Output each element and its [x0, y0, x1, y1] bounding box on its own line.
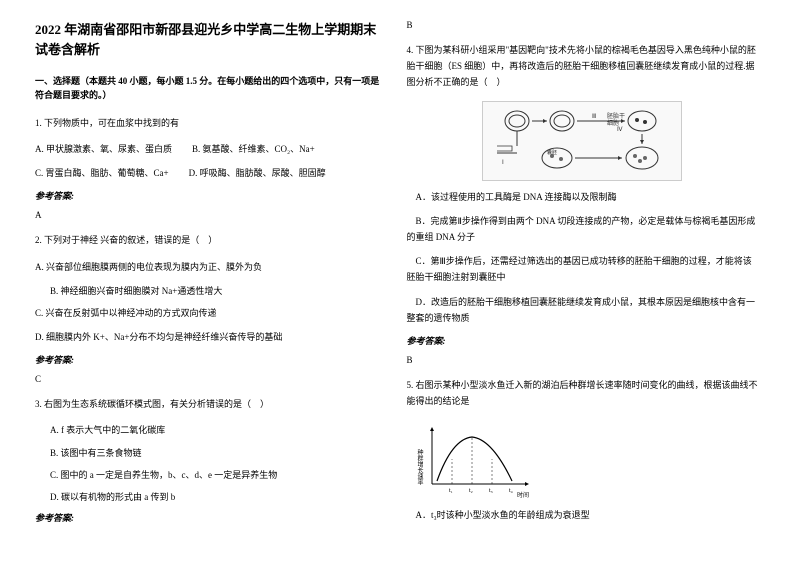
q1-option-a: A. 甲状腺激素、氧、尿素、蛋白质: [35, 141, 172, 157]
q1-option-c: C. 胃蛋白酶、脂肪、葡萄糖、Ca+: [35, 165, 169, 181]
exam-title: 2022 年湖南省邵阳市新邵县迎光乡中学高二生物上学期期末试卷含解析: [35, 20, 387, 59]
question-5: 5. 右图示某种小型淡水鱼迁入新的湖泊后种群增长速率随时间变化的曲线，根据该曲线…: [407, 377, 759, 409]
q4-option-a: A．该过程使用的工具酶是 DNA 连接酶以及限制酶: [407, 189, 759, 205]
question-2: 2. 下列对于神经 兴奋的叙述，错误的是（ ）: [35, 232, 387, 248]
q1-answer: A: [35, 210, 387, 220]
q1-option-d: D. 呼吸酶、脂肪酸、尿酸、胆固醇: [189, 165, 326, 181]
q3-option-a: A. f 表示大气中的二氧化碳库: [50, 422, 387, 438]
q3-option-d: D. 碳以有机物的形式由 a 传到 b: [50, 489, 387, 505]
q2-answer: C: [35, 374, 387, 384]
q2-answer-label: 参考答案:: [35, 353, 387, 366]
svg-text:囊胚: 囊胚: [547, 149, 557, 156]
q4-option-c: C．第Ⅲ步操作后，还需经过筛选出的基因已成功转移的胚胎干细胞的过程，才能将该胚胎…: [407, 253, 759, 285]
question-4: 4. 下图为某科研小组采用"基因靶向"技术先将小鼠的棕褐毛色基因导入黑色纯种小鼠…: [407, 42, 759, 91]
q1-option-b: B. 氨基酸、纤维素、CO₂、Na+: [192, 141, 315, 157]
q5-option-a: A．t₃时该种小型淡水鱼的年龄组成为衰退型: [407, 507, 759, 523]
q3-answer: B: [407, 20, 759, 30]
svg-text:细胞: 细胞: [607, 119, 619, 127]
q3-answer-label: 参考答案:: [35, 511, 387, 524]
section-1-header: 一、选择题（本题共 40 小题，每小题 1.5 分。在每小题给出的四个选项中，只…: [35, 74, 387, 103]
question-1: 1. 下列物质中，可在血浆中找到的有: [35, 115, 387, 131]
q1-answer-label: 参考答案:: [35, 189, 387, 202]
svg-text:Ⅰ: Ⅰ: [502, 160, 504, 166]
svg-text:t₁: t₁: [449, 488, 453, 494]
q2-option-d: D. 细胞膜内外 K+、Na+分布不均匀是神经纤维兴奋传导的基础: [35, 329, 387, 345]
q5-chart: 种群增长速率 t₁ t₂ t₃ t₄ 时间: [417, 419, 537, 499]
question-3: 3. 右图为生态系统碳循环模式图，有关分析错误的是（ ）: [35, 396, 387, 412]
q4-answer-label: 参考答案:: [407, 334, 759, 347]
q4-diagram: 胚胎干 细胞 Ⅲ Ⅳ Ⅰ 囊胚: [482, 101, 682, 181]
q4-option-d: D．改造后的胚胎干细胞移植回囊胚能继续发育成小鼠，其根本原因是细胞核中含有一整套…: [407, 294, 759, 326]
svg-text:t₂: t₂: [469, 488, 473, 494]
q2-option-b: B. 神经细胞兴奋时细胞膜对 Na+通透性增大: [50, 283, 387, 299]
svg-text:Ⅲ: Ⅲ: [592, 114, 596, 120]
svg-text:Ⅳ: Ⅳ: [617, 127, 623, 133]
svg-text:种群增长速率: 种群增长速率: [417, 449, 423, 487]
svg-text:t₄: t₄: [509, 488, 513, 494]
svg-text:胚胎干: 胚胎干: [607, 112, 625, 120]
svg-text:时间: 时间: [517, 491, 529, 499]
q4-option-b: B．完成第Ⅱ步操作得到由两个 DNA 切段连接成的产物，必定是载体与棕褐毛基因形…: [407, 213, 759, 245]
q3-option-c: C. 图中的 a 一定是自养生物，b、c、d、e 一定是异养生物: [50, 467, 387, 483]
q2-option-a: A. 兴奋部位细胞膜两侧的电位表现为膜内为正、膜外为负: [35, 259, 387, 275]
q4-answer: B: [407, 355, 759, 365]
q3-option-b: B. 该图中有三条食物链: [50, 445, 387, 461]
svg-text:t₃: t₃: [489, 488, 493, 494]
q2-option-c: C. 兴奋在反射弧中以神经冲动的方式双向传递: [35, 305, 387, 321]
